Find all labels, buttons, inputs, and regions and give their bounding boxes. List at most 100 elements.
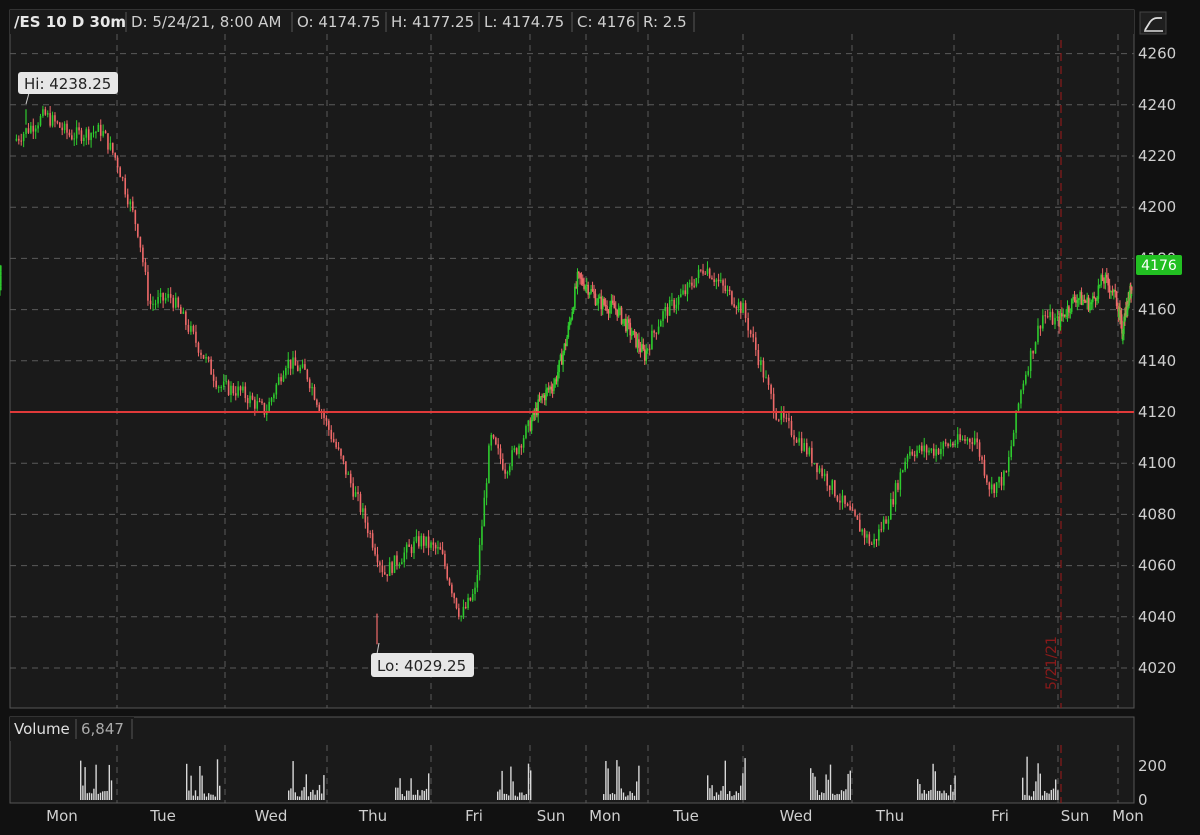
low-readout: L: 4174.75 [484, 13, 564, 31]
candle-body [788, 418, 790, 421]
candle-body [790, 420, 793, 436]
candle [1093, 291, 1095, 299]
candle [538, 392, 541, 402]
candle [345, 461, 347, 479]
candle [813, 463, 816, 465]
candle-body [691, 282, 693, 286]
candle-body [726, 289, 729, 291]
candle [550, 381, 553, 394]
candle-body [39, 116, 42, 126]
candle [225, 374, 228, 385]
volume-bar [80, 760, 82, 800]
candle-body [441, 549, 444, 554]
candle [330, 425, 333, 443]
candle-body [46, 113, 49, 115]
price-tick-label: 4260 [1138, 45, 1176, 63]
candle-body [558, 360, 560, 373]
volume-bar [1050, 789, 1052, 800]
candle-body [1091, 296, 1094, 303]
candle-body [844, 495, 846, 504]
candle [27, 123, 30, 134]
volume-bar [93, 788, 95, 800]
candle-body [362, 508, 364, 513]
candle [686, 281, 689, 302]
candle-body [610, 300, 613, 308]
candle-body [935, 449, 937, 456]
candle [1037, 318, 1039, 345]
candle [572, 306, 575, 314]
candle-body [646, 348, 649, 351]
volume-bar [417, 789, 419, 800]
candle [335, 438, 337, 450]
volume-bar [414, 794, 417, 800]
candle [474, 582, 476, 601]
candle [636, 333, 639, 353]
candle-body [225, 381, 228, 383]
candle [405, 542, 408, 560]
volume-bar [99, 792, 102, 800]
candle [1068, 304, 1070, 319]
candle-body [1090, 302, 1093, 305]
candle-body [154, 303, 157, 305]
candle [682, 284, 684, 296]
volume-bar [616, 760, 618, 800]
volume-bar [1046, 792, 1048, 800]
symbol-label[interactable]: /ES 10 D 30m [14, 13, 126, 31]
candle-body [947, 443, 949, 447]
candle-body [205, 357, 207, 359]
candle-body [328, 420, 330, 430]
candle [149, 293, 152, 310]
candle [357, 485, 359, 502]
candle [430, 540, 432, 551]
candle [167, 287, 169, 302]
candle-body [58, 122, 61, 128]
candle-body [849, 505, 851, 510]
candle-body [805, 442, 808, 455]
candle [607, 309, 610, 321]
candle [767, 374, 770, 390]
candle-body [811, 447, 813, 464]
candle-body [1005, 471, 1008, 473]
candle [588, 291, 591, 299]
candle [947, 442, 949, 449]
volume-bar [525, 794, 527, 800]
candle [422, 533, 425, 553]
candle [1010, 440, 1013, 461]
candle-body [1010, 446, 1013, 458]
candle-body [533, 411, 536, 415]
candle [137, 223, 139, 239]
candle [369, 530, 371, 539]
candle [185, 310, 187, 330]
candle-body [973, 438, 976, 445]
candle-body [657, 326, 660, 334]
candle-body [1017, 403, 1020, 411]
hi-callout-pointer [25, 92, 30, 105]
lo-callout-label: Lo: 4029.25 [377, 657, 466, 675]
candle [593, 284, 595, 299]
candle-body [313, 386, 316, 400]
volume-bar [816, 790, 818, 800]
volume-bar [214, 796, 216, 800]
candle [1062, 308, 1065, 322]
volume-bar [838, 794, 840, 800]
candle [635, 331, 637, 349]
candle [642, 338, 645, 351]
price-panel[interactable] [9, 9, 1135, 709]
candle [187, 319, 190, 335]
candle [332, 432, 335, 443]
candle [169, 287, 172, 304]
candle [104, 129, 107, 134]
candle [427, 530, 430, 556]
candle-body [986, 475, 988, 483]
candle-body [680, 294, 682, 297]
candle [861, 528, 863, 536]
chart-style-icon[interactable] [1139, 11, 1167, 35]
volume-panel[interactable] [9, 716, 1135, 804]
candle [313, 384, 316, 401]
candle-body [490, 434, 493, 446]
candle-body [740, 302, 742, 313]
candle-body [923, 445, 926, 452]
candle-body [325, 417, 328, 421]
candle [904, 457, 906, 473]
